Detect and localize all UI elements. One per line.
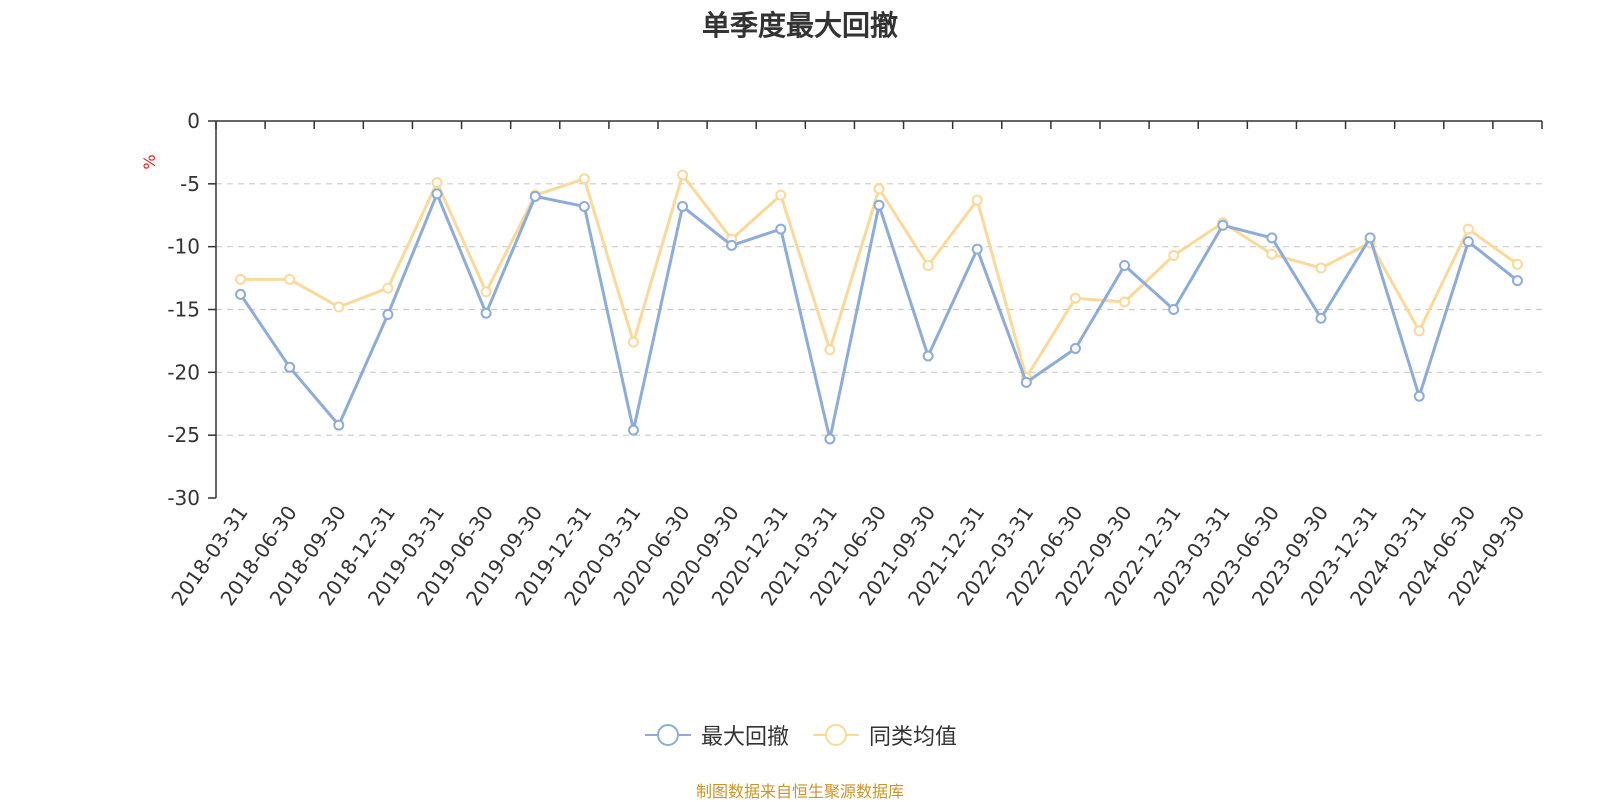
data-point[interactable] bbox=[873, 183, 885, 195]
data-point[interactable] bbox=[1315, 312, 1327, 324]
y-tick-label: -10 bbox=[167, 235, 200, 259]
data-point[interactable] bbox=[677, 169, 689, 181]
series-最大回撤 bbox=[235, 188, 1523, 445]
legend-label: 同类均值 bbox=[869, 725, 958, 750]
data-point[interactable] bbox=[824, 344, 836, 356]
y-tick-label: -20 bbox=[167, 360, 200, 384]
data-point[interactable] bbox=[1266, 232, 1278, 244]
data-point[interactable] bbox=[333, 419, 345, 431]
data-point[interactable] bbox=[1020, 376, 1032, 388]
data-point[interactable] bbox=[1511, 275, 1523, 287]
data-point[interactable] bbox=[1511, 258, 1523, 270]
data-point[interactable] bbox=[382, 309, 394, 321]
y-tick-label: 0 bbox=[187, 109, 200, 133]
data-point[interactable] bbox=[1266, 248, 1278, 260]
data-point[interactable] bbox=[873, 199, 885, 211]
y-tick-label: -25 bbox=[167, 423, 200, 447]
chart-title: 单季度最大回撤 bbox=[701, 9, 898, 42]
data-point[interactable] bbox=[1069, 292, 1081, 304]
data-point[interactable] bbox=[235, 273, 247, 285]
data-point[interactable] bbox=[284, 273, 296, 285]
data-point[interactable] bbox=[922, 350, 934, 362]
data-point[interactable] bbox=[480, 307, 492, 319]
data-point[interactable] bbox=[627, 424, 639, 436]
legend-item-max-drawdown[interactable]: 最大回撤 bbox=[643, 719, 789, 751]
legend-item-peer-average[interactable]: 同类均值 bbox=[811, 719, 957, 751]
legend-line-circle-icon bbox=[813, 724, 859, 746]
legend-label: 最大回撤 bbox=[700, 725, 789, 750]
grid-lines bbox=[216, 183, 1542, 436]
data-point[interactable] bbox=[1315, 262, 1327, 274]
data-point[interactable] bbox=[431, 188, 443, 200]
data-point[interactable] bbox=[775, 189, 787, 201]
data-source-note: 制图数据来自恒生聚源数据库 bbox=[695, 782, 904, 801]
data-point[interactable] bbox=[726, 239, 738, 251]
data-point[interactable] bbox=[529, 190, 541, 202]
data-point[interactable] bbox=[971, 194, 983, 206]
data-point[interactable] bbox=[677, 200, 689, 212]
data-point[interactable] bbox=[971, 243, 983, 255]
data-point[interactable] bbox=[627, 336, 639, 348]
data-point[interactable] bbox=[431, 177, 443, 189]
y-tick-label: -5 bbox=[180, 172, 200, 196]
data-point[interactable] bbox=[1168, 249, 1180, 261]
y-axis-label: % bbox=[140, 154, 159, 169]
data-point[interactable] bbox=[1119, 296, 1131, 308]
data-point[interactable] bbox=[1462, 236, 1474, 248]
data-point[interactable] bbox=[1069, 342, 1081, 354]
data-point[interactable] bbox=[824, 433, 836, 445]
data-point[interactable] bbox=[284, 361, 296, 373]
data-point[interactable] bbox=[235, 288, 247, 300]
legend-line-circle-icon bbox=[644, 724, 691, 746]
data-point[interactable] bbox=[775, 223, 787, 235]
data-point[interactable] bbox=[382, 282, 394, 294]
data-point[interactable] bbox=[1413, 325, 1425, 337]
data-point[interactable] bbox=[578, 200, 590, 212]
data-point[interactable] bbox=[1119, 260, 1131, 272]
data-point[interactable] bbox=[922, 260, 934, 272]
data-point[interactable] bbox=[1413, 390, 1425, 402]
data-point[interactable] bbox=[333, 301, 345, 313]
y-tick-label: -30 bbox=[167, 486, 200, 510]
series-lines bbox=[235, 169, 1523, 445]
data-point[interactable] bbox=[1217, 219, 1229, 231]
legend: 最大回撤 同类均值 bbox=[0, 720, 1600, 750]
data-point[interactable] bbox=[1168, 304, 1180, 315]
data-point[interactable] bbox=[1364, 232, 1376, 244]
data-point[interactable] bbox=[578, 173, 590, 185]
data-point[interactable] bbox=[1462, 223, 1474, 235]
data-point[interactable] bbox=[480, 286, 492, 298]
y-tick-label: -15 bbox=[167, 298, 200, 322]
